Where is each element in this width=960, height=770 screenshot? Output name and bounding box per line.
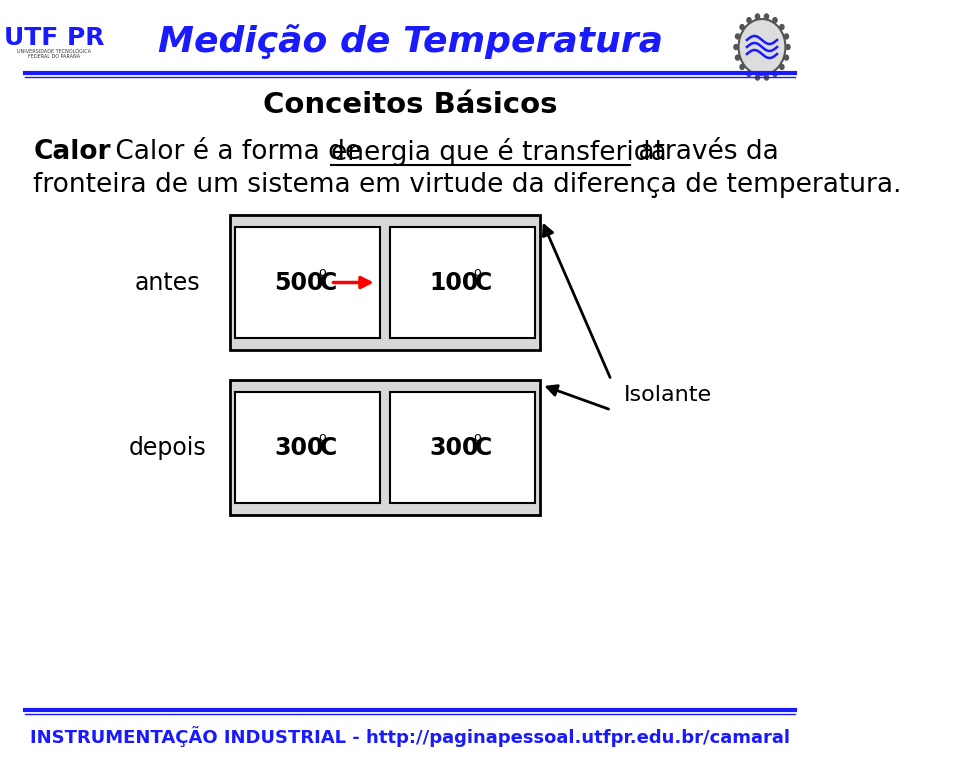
- FancyBboxPatch shape: [235, 227, 380, 338]
- Text: C: C: [320, 270, 337, 294]
- Text: 500: 500: [275, 270, 324, 294]
- Circle shape: [747, 72, 751, 76]
- Text: o: o: [318, 431, 325, 444]
- Circle shape: [780, 25, 784, 29]
- Circle shape: [740, 65, 744, 69]
- Circle shape: [764, 75, 769, 80]
- Circle shape: [756, 75, 759, 80]
- FancyBboxPatch shape: [230, 380, 540, 515]
- Text: antes: antes: [134, 270, 200, 294]
- Text: Medição de Temperatura: Medição de Temperatura: [157, 25, 662, 59]
- FancyBboxPatch shape: [390, 392, 535, 503]
- Circle shape: [784, 55, 788, 60]
- Text: o: o: [473, 431, 481, 444]
- Text: Conceitos Básicos: Conceitos Básicos: [263, 91, 558, 119]
- Circle shape: [786, 45, 790, 49]
- Circle shape: [733, 45, 738, 49]
- Text: 300: 300: [429, 436, 479, 460]
- Circle shape: [773, 18, 777, 22]
- Text: 300: 300: [275, 436, 324, 460]
- Text: : Calor é a forma de: : Calor é a forma de: [99, 139, 370, 165]
- Circle shape: [740, 25, 744, 29]
- Text: depois: depois: [129, 436, 206, 460]
- Circle shape: [784, 34, 788, 39]
- Text: UTF PR: UTF PR: [4, 26, 105, 50]
- Text: Calor: Calor: [34, 139, 110, 165]
- Circle shape: [780, 65, 784, 69]
- Circle shape: [764, 14, 769, 19]
- Text: através da: através da: [630, 139, 779, 165]
- Circle shape: [735, 55, 739, 60]
- Text: o: o: [318, 266, 325, 279]
- Text: 100: 100: [429, 270, 479, 294]
- Text: Isolante: Isolante: [624, 385, 712, 405]
- Text: fronteira de um sistema em virtude da diferença de temperatura.: fronteira de um sistema em virtude da di…: [34, 172, 901, 198]
- Circle shape: [773, 72, 777, 76]
- Text: C: C: [475, 270, 492, 294]
- Text: C: C: [475, 436, 492, 460]
- Text: o: o: [473, 266, 481, 279]
- Text: UNIVERSIDADE TECNOLÓGICA
FEDERAL DO PARANÁ: UNIVERSIDADE TECNOLÓGICA FEDERAL DO PARA…: [17, 49, 91, 59]
- Circle shape: [735, 34, 739, 39]
- Circle shape: [756, 14, 759, 19]
- Circle shape: [738, 19, 785, 75]
- FancyBboxPatch shape: [235, 392, 380, 503]
- FancyBboxPatch shape: [230, 215, 540, 350]
- FancyBboxPatch shape: [390, 227, 535, 338]
- Text: energia que é transferida: energia que é transferida: [330, 138, 666, 166]
- Text: INSTRUMENTAÇÃO INDUSTRIAL - http://paginapessoal.utfpr.edu.br/camaral: INSTRUMENTAÇÃO INDUSTRIAL - http://pagin…: [30, 727, 790, 748]
- Circle shape: [747, 18, 751, 22]
- Text: C: C: [320, 436, 337, 460]
